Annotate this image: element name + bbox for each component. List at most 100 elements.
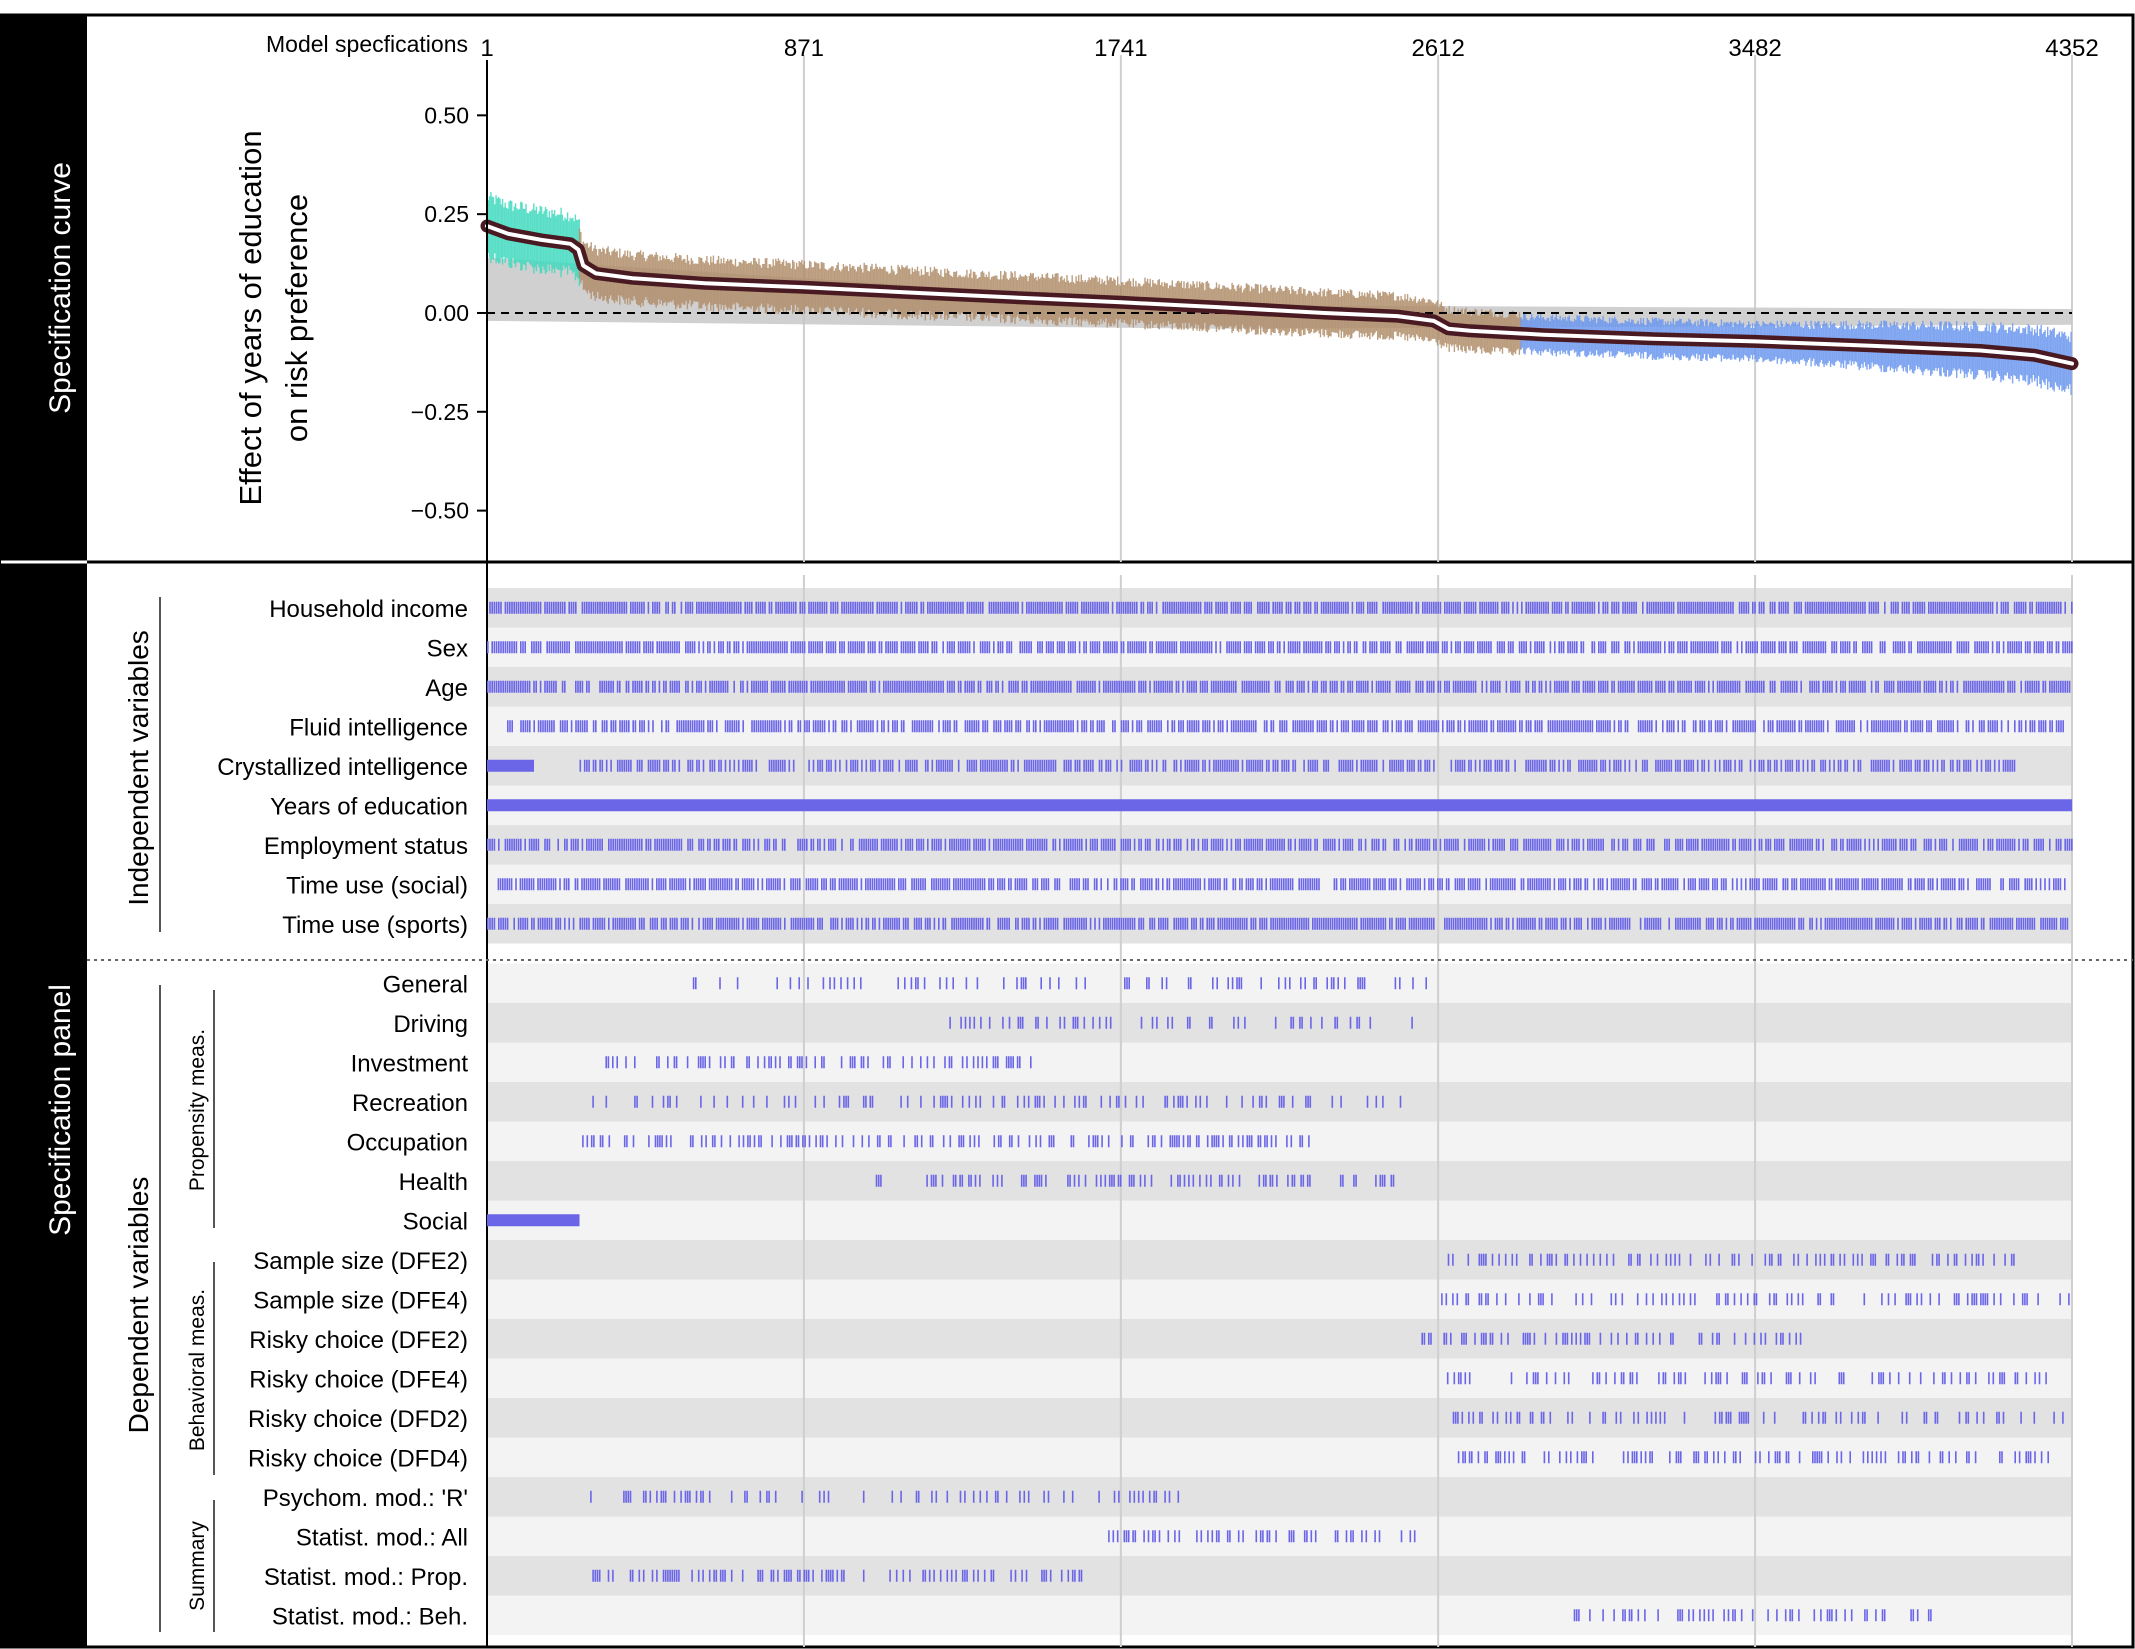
panel-mark [1085,759,1088,772]
panel-mark [1991,641,1994,654]
panel-mark [1028,759,1030,772]
panel-mark [735,601,738,614]
panel-mark [766,838,768,851]
panel-mark [1934,680,1937,693]
panel-mark [1950,641,1952,654]
panel-mark [852,601,854,614]
panel-mark [1419,759,1422,772]
panel-mark [680,878,682,891]
panel-mark [1846,759,1849,772]
panel-mark [1083,680,1085,693]
panel-mark [1089,641,1092,654]
panel-mark [914,720,916,733]
panel-mark [740,601,742,614]
panel-mark [1428,838,1431,851]
panel-mark [2035,838,2038,851]
panel-mark [1950,680,1952,693]
panel-mark [946,641,949,654]
panel-mark [506,838,509,851]
panel-mark [1661,601,1664,614]
panel-mark [1510,680,1512,693]
panel-mark [1219,601,1222,614]
panel-mark [1628,759,1631,772]
panel-mark [1373,720,1376,733]
panel-mark [588,680,590,693]
panel-mark [1362,601,1365,614]
panel-mark [1331,601,1334,614]
x-tick-label: 1 [480,35,493,62]
panel-mark [1562,680,1565,693]
panel-mark [1868,838,1871,851]
panel-mark [645,680,647,693]
panel-mark [861,759,863,772]
panel-mark [1175,759,1178,772]
panel-mark [748,601,751,614]
panel-mark [1059,838,1061,851]
panel-mark [1849,720,1851,733]
panel-mark [929,680,931,693]
panel-mark [1226,601,1228,614]
panel-mark [924,680,927,693]
panel-mark [779,720,782,733]
panel-mark [1475,720,1477,733]
panel-mark [683,720,685,733]
panel-mark [627,759,630,772]
panel-mark [1276,601,1279,614]
panel-mark [1560,720,1563,733]
panel-mark [755,759,758,772]
panel-mark [1580,878,1582,891]
panel-mark [770,759,773,772]
panel-mark [1048,759,1050,772]
panel-mark [1818,680,1820,693]
panel-mark [1721,838,1723,851]
panel-mark [762,641,764,654]
panel-mark [1019,641,1021,654]
panel-mark [1367,720,1369,733]
panel-mark [570,838,573,851]
panel-mark [1886,720,1888,733]
panel-mark [979,680,982,693]
panel-mark [825,759,828,772]
panel-mark [746,878,748,891]
panel-mark [775,641,777,654]
panel-mark [1120,759,1123,772]
panel-mark [1930,720,1932,733]
panel-mark [1334,838,1336,851]
panel-mark [730,878,733,891]
panel-mark [1837,759,1840,772]
panel-mark [968,680,971,693]
panel-mark [1571,720,1574,733]
panel-mark [1961,641,1963,654]
panel-mark [1749,641,1752,654]
panel-mark [1774,838,1776,851]
panel-mark [733,759,736,772]
panel-mark [605,601,608,614]
panel-mark [531,641,533,654]
panel-mark [964,680,966,693]
panel-mark [1683,759,1686,772]
panel-mark [1010,601,1013,614]
panel-mark [1703,680,1706,693]
panel-mark [515,680,518,693]
panel-mark [656,878,658,891]
panel-mark [1122,641,1125,654]
panel-mark [999,601,1002,614]
panel-mark [883,838,885,851]
panel-mark [1083,641,1085,654]
panel-mark [1395,838,1398,851]
panel-mark [2007,720,2009,733]
panel-mark [1397,759,1400,772]
panel-mark [1699,601,1701,614]
panel-mark [817,601,819,614]
panel-mark [1864,680,1866,693]
panel-mark [1226,680,1228,693]
panel-mark [1039,759,1041,772]
panel-mark [1296,641,1299,654]
panel-mark [836,601,839,614]
panel-mark [753,680,755,693]
panel-mark [1389,680,1391,693]
panel-mark [733,680,735,693]
panel-mark [889,601,892,614]
panel-mark [1287,680,1290,693]
panel-mark [1237,720,1239,733]
